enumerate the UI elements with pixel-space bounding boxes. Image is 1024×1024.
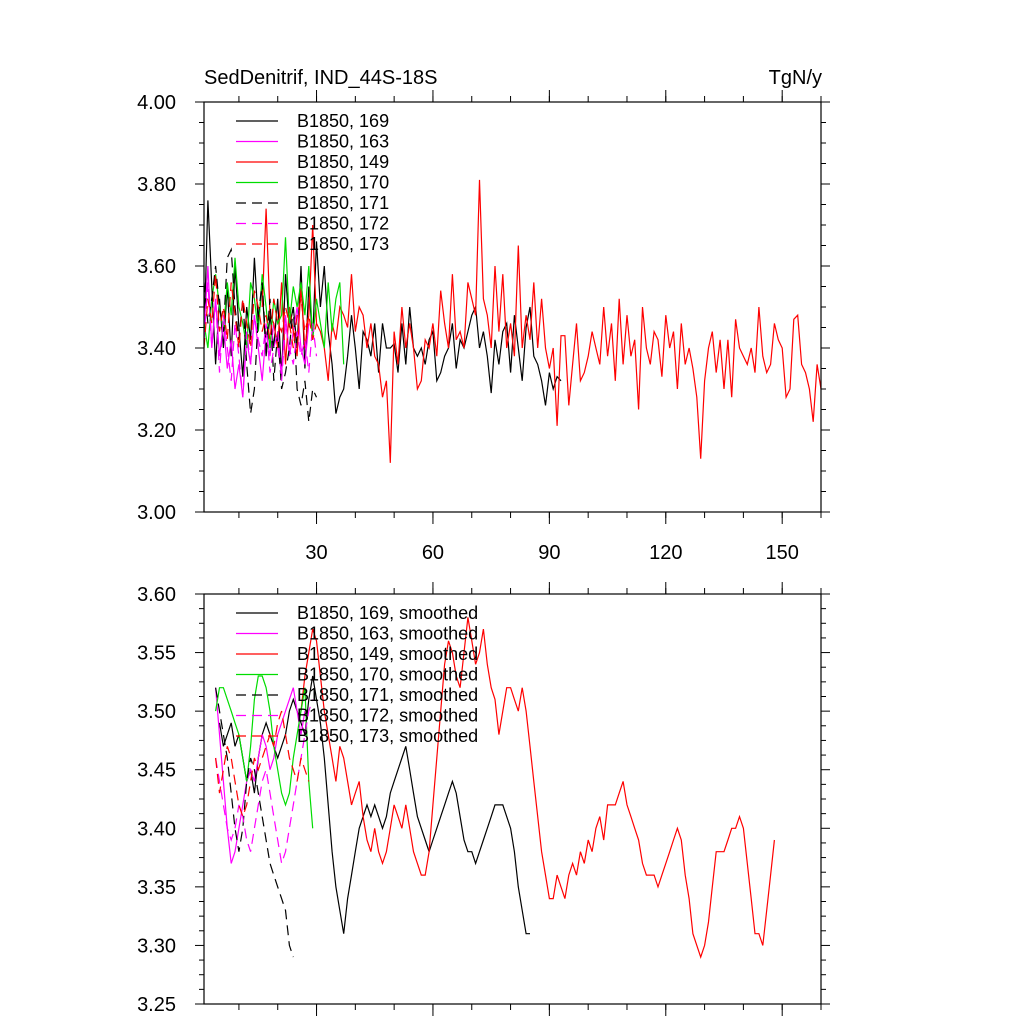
legend-label-2: B1850, 149, smoothed: [297, 644, 478, 664]
legend-label-1: B1850, 163, smoothed: [297, 624, 478, 644]
y-tick-label: 3.25: [137, 994, 176, 1016]
legend-label-0: B1850, 169, smoothed: [297, 603, 478, 623]
legend-label-3: B1850, 170: [297, 173, 389, 193]
x-tick-label: 120: [649, 542, 682, 564]
y-tick-label: 3.60: [137, 584, 176, 606]
legend-label-6: B1850, 173: [297, 234, 389, 254]
y-tick-label: 3.60: [137, 256, 176, 278]
legend-label-5: B1850, 172: [297, 214, 389, 234]
series-line-1: [215, 687, 306, 864]
y-tick-label: 3.35: [137, 877, 176, 899]
legend-label-2: B1850, 149: [297, 152, 389, 172]
legend-label-5: B1850, 172, smoothed: [297, 706, 478, 726]
x-tick-label: 30: [305, 542, 327, 564]
y-tick-label: 3.40: [137, 338, 176, 360]
chart-units: TgN/y: [769, 67, 822, 89]
series-group: [215, 617, 775, 959]
y-tick-label: 3.50: [137, 701, 176, 723]
series-line-0: [218, 675, 530, 935]
legend-label-1: B1850, 163: [297, 132, 389, 152]
chart-title: SedDenitrif, IND_44S-18S: [204, 67, 437, 89]
x-tick-label: 150: [766, 542, 799, 564]
series-line-6: [204, 274, 318, 349]
y-tick-label: 3.45: [137, 760, 176, 782]
y-tick-label: 3.80: [137, 174, 176, 196]
series-line-2: [261, 179, 821, 463]
legend-label-0: B1850, 169: [297, 111, 389, 131]
legend-label-4: B1850, 171, smoothed: [297, 685, 478, 705]
series-line-5: [204, 282, 318, 398]
series-line-3: [215, 675, 314, 829]
series-line-4: [215, 687, 294, 958]
y-tick-label: 3.30: [137, 935, 176, 957]
y-tick-label: 4.00: [137, 92, 176, 114]
y-tick-label: 3.55: [137, 643, 176, 665]
series-group: [204, 179, 821, 463]
x-tick-label: 60: [422, 542, 444, 564]
series-line-2: [300, 617, 775, 959]
legend-label-3: B1850, 170, smoothed: [297, 665, 478, 685]
y-tick-label: 3.00: [137, 502, 176, 524]
series-line-5: [215, 699, 314, 864]
legend-label-4: B1850, 171: [297, 193, 389, 213]
y-tick-label: 3.20: [137, 420, 176, 442]
series-line-0: [204, 200, 562, 414]
x-tick-label: 90: [538, 542, 560, 564]
top-panel: 3.00 3.20 3.40 3.60 3.80 4.00 30 60 90 120 150 B185…: [137, 90, 830, 564]
legend-label-6: B1850, 173, smoothed: [297, 726, 478, 746]
bottom-panel: 3.25 3.30 3.35 3.40 3.45 3.50 3.55 3.60 B1850, 1…: [137, 582, 830, 1016]
series-line-6: [215, 710, 310, 819]
y-tick-label: 3.40: [137, 818, 176, 840]
